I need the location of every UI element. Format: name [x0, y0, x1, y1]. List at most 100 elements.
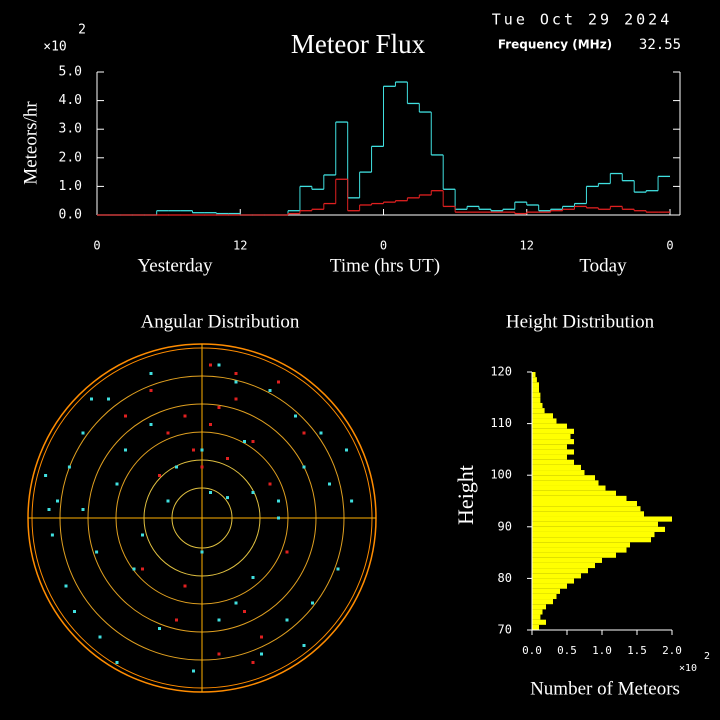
point	[251, 491, 255, 494]
y-axis-label: Height	[453, 465, 478, 525]
point	[251, 440, 255, 443]
y-tick-label: 0.0	[59, 208, 82, 223]
point	[268, 482, 272, 486]
bar	[532, 604, 546, 610]
bar	[532, 428, 574, 434]
point	[226, 496, 229, 500]
point	[192, 448, 195, 452]
point	[115, 661, 119, 664]
point	[294, 414, 297, 418]
y-tick-label: 90	[498, 519, 512, 533]
frequency-label: Frequency (MHz)	[498, 38, 612, 52]
x-tick-label: 1.5	[627, 644, 647, 657]
point	[141, 533, 144, 537]
point	[149, 389, 153, 392]
bar	[532, 397, 541, 403]
y-tick-label: 120	[490, 365, 512, 379]
point	[285, 618, 289, 622]
bar	[532, 501, 637, 507]
point	[124, 448, 127, 452]
bar	[532, 413, 553, 419]
point	[302, 431, 306, 435]
point	[328, 482, 331, 486]
bar	[532, 583, 567, 589]
point	[158, 474, 161, 477]
y-axis-label: Meteors/hr	[20, 101, 41, 185]
y-tick-label: 100	[490, 468, 512, 482]
point	[336, 567, 340, 571]
point	[302, 465, 306, 469]
point	[141, 567, 144, 571]
bar	[532, 418, 557, 424]
point	[81, 431, 85, 435]
point	[166, 499, 170, 503]
point	[67, 465, 71, 469]
bar	[532, 475, 595, 481]
point	[217, 406, 221, 409]
x-tick-label: 0	[93, 239, 100, 253]
chart-title: Meteor Flux	[291, 29, 426, 59]
bar	[532, 459, 574, 465]
y-tick-label: 80	[498, 571, 512, 585]
point	[115, 482, 119, 486]
x-tick-label: 2.0	[662, 644, 682, 657]
date: Tue Oct 29 2024	[492, 11, 672, 29]
point	[200, 550, 204, 554]
bar	[532, 392, 541, 398]
point	[124, 414, 127, 418]
y-tick-label: 110	[490, 416, 512, 430]
frequency: 32.55	[639, 37, 681, 53]
point	[277, 516, 280, 520]
point	[166, 431, 170, 435]
bar	[532, 619, 546, 625]
x-tick-label: 12	[520, 239, 534, 253]
bar	[532, 521, 658, 527]
bar	[532, 614, 541, 620]
point	[132, 567, 136, 571]
x-tick-label: 1.0	[592, 644, 612, 657]
exponent: 2	[704, 651, 710, 662]
y-tick-label: 3.0	[59, 122, 82, 137]
point	[209, 491, 212, 494]
point	[285, 550, 289, 554]
y-tick-label: 2.0	[59, 150, 82, 165]
point	[149, 372, 153, 375]
bar	[532, 449, 574, 455]
point	[149, 423, 153, 426]
x-axis-label: Number of Meteors	[530, 678, 680, 699]
bar	[532, 485, 606, 491]
point	[90, 397, 93, 401]
y-tick-label: 1.0	[59, 179, 82, 194]
bar	[532, 562, 595, 569]
point	[234, 380, 238, 384]
point	[234, 397, 238, 401]
point	[192, 669, 195, 673]
bar	[532, 624, 539, 630]
bar	[532, 599, 553, 605]
bar	[532, 433, 571, 440]
bar	[532, 423, 567, 429]
point	[260, 652, 263, 656]
multiplier: ×10	[43, 40, 66, 55]
bar	[532, 542, 630, 548]
bar	[532, 490, 616, 496]
day-label: Today	[579, 255, 627, 276]
point	[56, 499, 59, 503]
point	[277, 380, 280, 384]
point	[200, 465, 204, 469]
exponent: 2	[78, 23, 86, 38]
bar	[532, 377, 537, 383]
bar	[532, 402, 543, 409]
point	[107, 397, 110, 401]
point	[260, 635, 263, 639]
point	[47, 508, 51, 511]
point	[64, 584, 68, 588]
y-tick-label: 4.0	[59, 93, 82, 108]
polar-grid	[27, 343, 377, 693]
x-tick-label: 0.0	[522, 644, 542, 657]
point	[217, 652, 221, 656]
x-axis-label: Time (hrs UT)	[330, 255, 440, 276]
day-label: Yesterday	[137, 255, 213, 276]
